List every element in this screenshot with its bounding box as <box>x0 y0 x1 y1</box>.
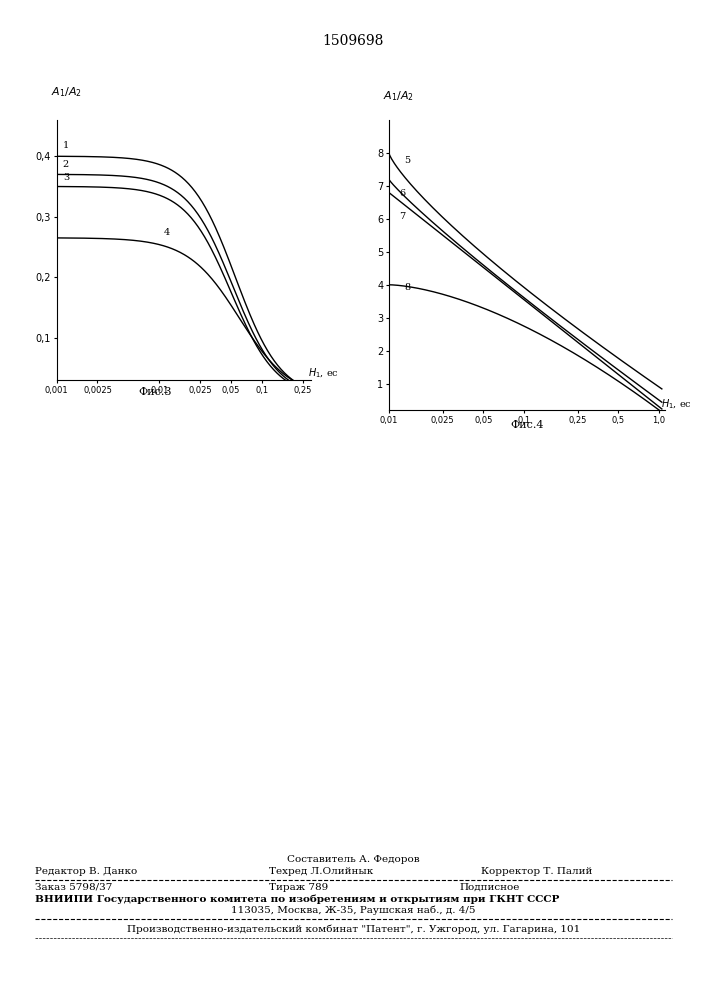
Text: Подписное: Подписное <box>460 883 520 892</box>
Text: Заказ 5798/37: Заказ 5798/37 <box>35 883 112 892</box>
Text: Редактор В. Данко: Редактор В. Данко <box>35 867 138 876</box>
Text: Корректор Т. Палий: Корректор Т. Палий <box>481 867 592 876</box>
Text: Фис.3: Фис.3 <box>139 387 173 397</box>
Text: Тираж 789: Тираж 789 <box>269 883 328 892</box>
Text: Составитель А. Федоров: Составитель А. Федоров <box>287 855 420 864</box>
Text: Производственно-издательский комбинат "Патент", г. Ужгород, ул. Гагарина, 101: Производственно-издательский комбинат "П… <box>127 924 580 934</box>
Text: $H_1$, ес: $H_1$, ес <box>308 366 339 380</box>
Text: 1509698: 1509698 <box>323 34 384 48</box>
Text: 5: 5 <box>404 156 410 165</box>
Text: 6: 6 <box>399 189 406 198</box>
Text: 7: 7 <box>399 212 406 221</box>
Text: $A_1/A_2$: $A_1/A_2$ <box>383 89 414 103</box>
Text: $H_1$, ес: $H_1$, ес <box>661 397 692 411</box>
Text: 113035, Москва, Ж-35, Раушская наб., д. 4/5: 113035, Москва, Ж-35, Раушская наб., д. … <box>231 906 476 915</box>
Text: Фис.4: Фис.4 <box>510 420 544 430</box>
Text: $A_1/A_2$: $A_1/A_2$ <box>52 85 83 99</box>
Text: Техред Л.Олийнык: Техред Л.Олийнык <box>269 867 373 876</box>
Text: 3: 3 <box>63 173 69 182</box>
Text: ВНИИПИ Государственного комитета по изобретениям и открытиям при ГКНТ СССР: ВНИИПИ Государственного комитета по изоб… <box>35 894 560 904</box>
Text: 1: 1 <box>63 141 69 150</box>
Text: 4: 4 <box>163 228 170 237</box>
Text: 2: 2 <box>63 160 69 169</box>
Text: 8: 8 <box>404 283 410 292</box>
